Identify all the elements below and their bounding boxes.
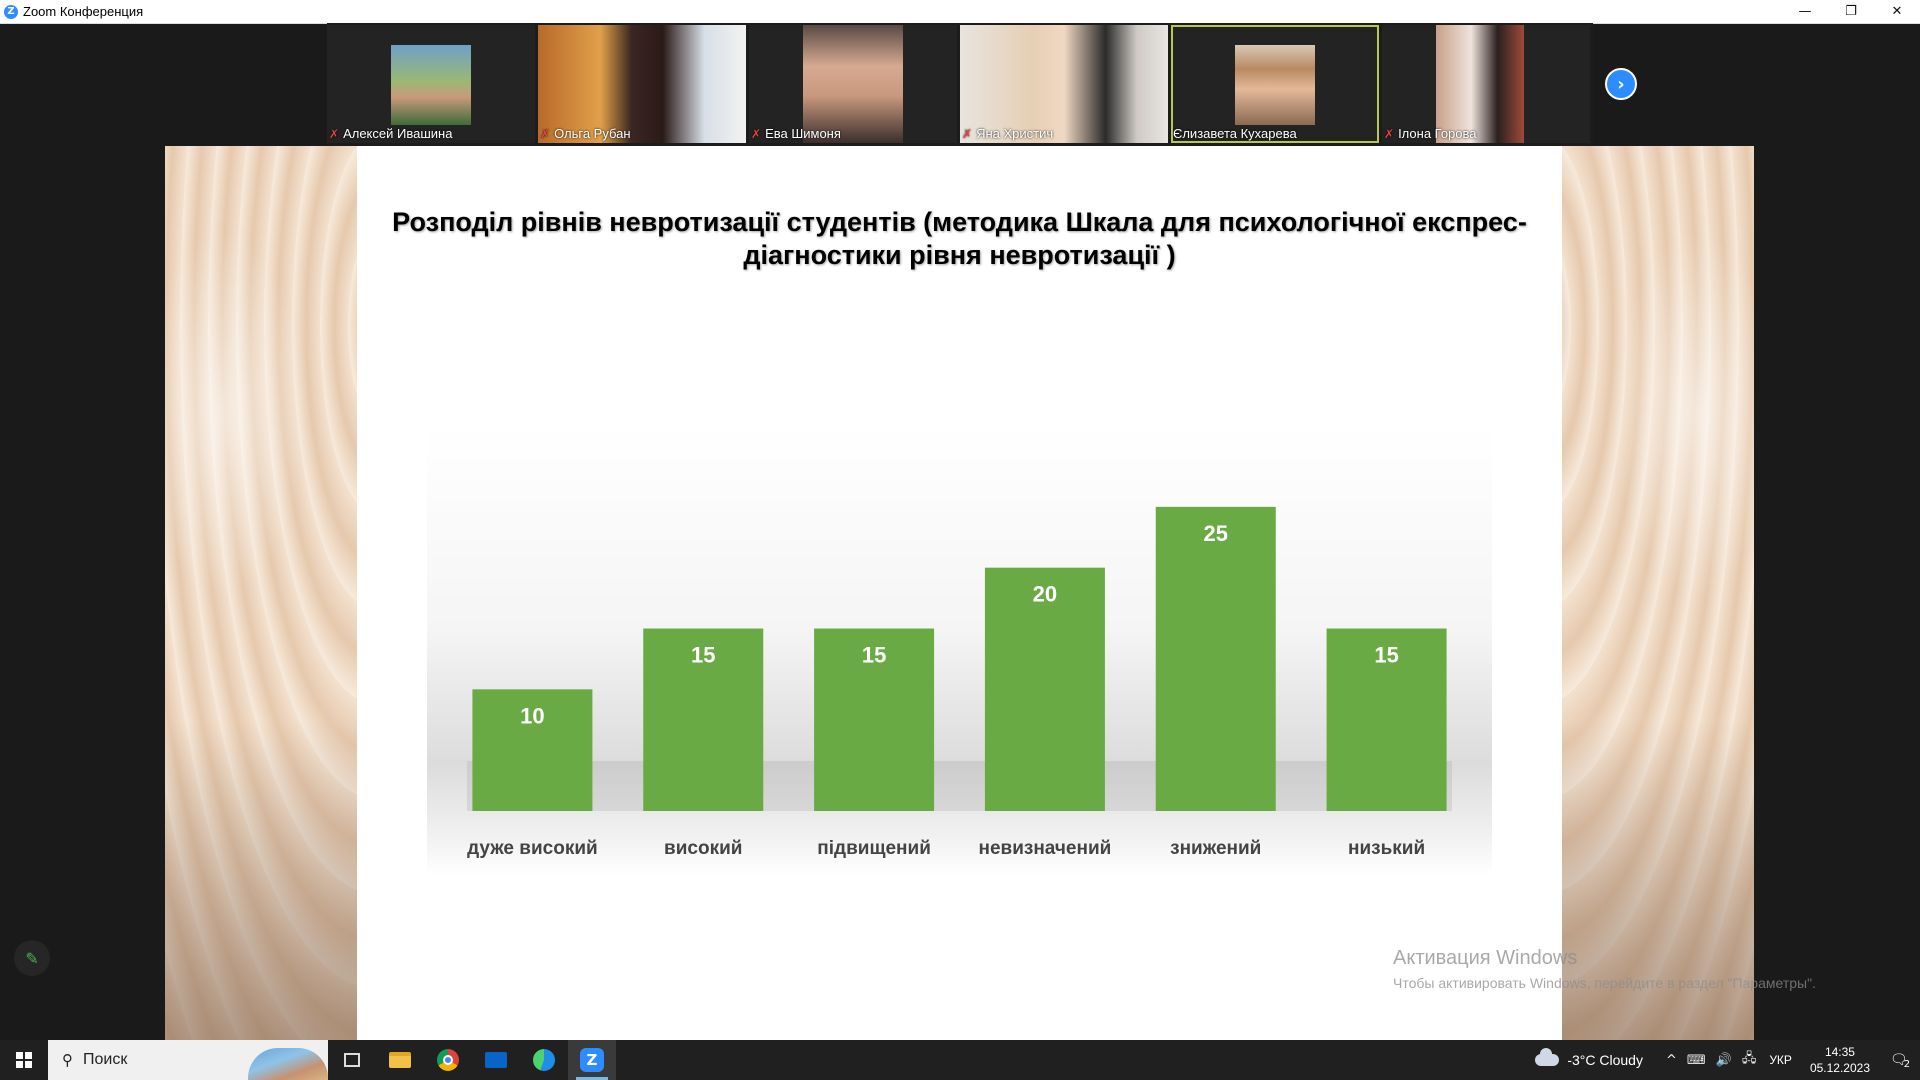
notifications-button[interactable]: 🗨 2 bbox=[1880, 1051, 1920, 1070]
participant-name-text: Ева Шимоня bbox=[765, 126, 841, 141]
participant-name: ✗ Яна Христич bbox=[962, 126, 1053, 141]
chrome-icon[interactable] bbox=[424, 1040, 472, 1080]
slide-background-dune-left bbox=[165, 146, 357, 1040]
participant-name: ✗ Алексей Ивашина bbox=[329, 126, 452, 141]
bar-value-label-3: 20 bbox=[1033, 582, 1057, 607]
restore-icon[interactable]: ❐ bbox=[1845, 4, 1857, 19]
volume-icon[interactable]: 🔊 bbox=[1715, 1052, 1732, 1068]
watermark-subtitle: Чтобы активировать Windows, перейдите в … bbox=[1393, 975, 1816, 991]
bar-value-label-5: 15 bbox=[1374, 643, 1398, 668]
participant-name: ✗ Ева Шимоня bbox=[751, 126, 841, 141]
keyboard-icon[interactable]: ⌨ bbox=[1686, 1052, 1706, 1068]
shared-screen-slide: Розподіл рівнів невротизації студентів (… bbox=[165, 146, 1754, 1040]
chevron-right-icon: › bbox=[1617, 73, 1625, 95]
bar-2 bbox=[814, 628, 935, 811]
slide-content: Розподіл рівнів невротизації студентів (… bbox=[357, 146, 1562, 1040]
participant-name-text: Ольга Рубан bbox=[554, 126, 631, 141]
bar-value-label-2: 15 bbox=[862, 643, 886, 668]
participant-tile[interactable]: ✗ Алексей Ивашина bbox=[327, 25, 535, 143]
bar-5 bbox=[1326, 628, 1447, 811]
participant-video bbox=[1436, 25, 1524, 143]
bar-0 bbox=[472, 689, 593, 811]
notification-icon: 🗨 bbox=[1889, 1052, 1908, 1068]
window-title-bar: Z Zoom Конференция — ❐ ✕ bbox=[0, 0, 1920, 24]
participant-name-text: Єлизавета Кухарева bbox=[1173, 126, 1297, 141]
clock-date: 05.12.2023 bbox=[1809, 1061, 1870, 1075]
participant-tile[interactable]: ✗ Ева Шимоня bbox=[749, 25, 957, 143]
watermark-title: Активация Windows bbox=[1393, 947, 1578, 969]
system-tray: -3°C Cloudy ^ ⌨ 🔊 🖧 УКР 14:35 05.12.2023… bbox=[1535, 1040, 1920, 1080]
bar-value-label-1: 15 bbox=[691, 643, 715, 668]
participant-video bbox=[391, 45, 471, 125]
input-language[interactable]: УКР bbox=[1769, 1053, 1792, 1067]
windows-taskbar: ⚲ Поиск Z -3°C Cloudy ^ ⌨ 🔊 🖧 УКР 14:35 … bbox=[0, 1040, 1920, 1080]
category-label-4: знижений bbox=[1170, 838, 1261, 859]
category-label-5: низький bbox=[1348, 838, 1425, 859]
bar-chart-svg: 10 дуже високий 15 високий 15 підвищений 20 нев… bbox=[467, 506, 1452, 859]
close-icon[interactable]: ✕ bbox=[1891, 4, 1903, 19]
mic-muted-icon: ✗ bbox=[751, 126, 762, 141]
category-label-3: невизначений bbox=[978, 838, 1111, 859]
participant-tile[interactable]: ✗ Ілона Горова bbox=[1382, 25, 1590, 143]
participant-video bbox=[803, 25, 903, 143]
windows-logo-icon bbox=[16, 1052, 32, 1068]
windows-activation-watermark: Активация Windows Чтобы активировать Win… bbox=[1393, 947, 1816, 991]
participant-tile[interactable]: ✗ Яна Христич bbox=[960, 25, 1168, 143]
category-label-0: дуже високий bbox=[467, 838, 598, 859]
clock[interactable]: 14:35 05.12.2023 bbox=[1810, 1044, 1870, 1076]
window-controls: — ❐ ✕ bbox=[1782, 0, 1920, 23]
participant-video bbox=[1235, 45, 1315, 125]
bar-1 bbox=[643, 628, 764, 811]
weather-text: -3°C Cloudy bbox=[1567, 1052, 1643, 1068]
search-icon: ⚲ bbox=[62, 1051, 73, 1069]
participant-name: ✗ Ілона Горова bbox=[1384, 126, 1477, 141]
clock-time: 14:35 bbox=[1824, 1045, 1855, 1059]
participant-tile-active-speaker[interactable]: Єлизавета Кухарева bbox=[1171, 25, 1379, 143]
search-placeholder: Поиск bbox=[83, 1051, 128, 1068]
edge-icon[interactable] bbox=[520, 1040, 568, 1080]
participant-tile[interactable]: ✗ Ольга Рубан bbox=[538, 25, 746, 143]
bar-4 bbox=[1155, 506, 1276, 811]
participant-name-text: Алексей Ивашина bbox=[343, 126, 453, 141]
zoom-taskbar-icon[interactable]: Z bbox=[568, 1040, 616, 1080]
participant-name: ✗ Ольга Рубан bbox=[540, 126, 631, 141]
category-label-2: підвищений bbox=[817, 838, 931, 859]
bar-3 bbox=[984, 567, 1105, 811]
pencil-icon: ✎ bbox=[25, 948, 39, 968]
mic-muted-icon: ✗ bbox=[962, 126, 973, 141]
cloud-icon bbox=[1535, 1048, 1560, 1066]
start-button[interactable] bbox=[0, 1040, 48, 1080]
chevron-up-icon[interactable]: ^ bbox=[1665, 1052, 1677, 1068]
participants-strip: ✗ Алексей Ивашина ✗ Ольга Рубан ✗ Ева Ши… bbox=[327, 23, 1593, 146]
window-title: Zoom Конференция bbox=[23, 4, 144, 19]
category-label-1: високий bbox=[664, 838, 742, 859]
bar-value-label-4: 25 bbox=[1204, 521, 1228, 546]
file-explorer-icon[interactable] bbox=[376, 1040, 424, 1080]
mic-muted-icon: ✗ bbox=[1384, 126, 1395, 141]
mic-muted-icon: ✗ bbox=[540, 126, 551, 141]
mic-muted-icon: ✗ bbox=[329, 126, 340, 141]
zoom-app-icon: Z bbox=[4, 4, 18, 19]
bar-value-label-0: 10 bbox=[520, 703, 544, 728]
participant-name: Єлизавета Кухарева bbox=[1173, 126, 1297, 141]
next-participants-button[interactable]: › bbox=[1605, 68, 1637, 100]
chart-floor-shadow bbox=[467, 761, 1452, 811]
notification-count: 2 bbox=[1903, 1058, 1911, 1070]
taskbar-search[interactable]: ⚲ Поиск bbox=[48, 1040, 328, 1080]
mail-icon[interactable] bbox=[472, 1040, 520, 1080]
participant-video bbox=[960, 25, 1168, 143]
slide-title: Розподіл рівнів невротизації студентів (… bbox=[392, 207, 1527, 270]
slide-background-dune-right bbox=[1562, 146, 1754, 1040]
task-view-icon[interactable] bbox=[328, 1040, 376, 1080]
weather-widget[interactable]: -3°C Cloudy bbox=[1535, 1048, 1643, 1068]
network-icon[interactable]: 🖧 bbox=[1741, 1051, 1757, 1066]
minimize-icon[interactable]: — bbox=[1798, 4, 1812, 19]
participant-video bbox=[538, 25, 746, 143]
search-highlight-image bbox=[248, 1048, 328, 1080]
participant-name-text: Ілона Горова bbox=[1398, 126, 1477, 141]
participant-name-text: Яна Христич bbox=[976, 126, 1054, 141]
bar-chart: 10 дуже високий 15 високий 15 підвищений 20 нев… bbox=[427, 426, 1492, 876]
annotate-pen-button[interactable]: ✎ bbox=[14, 940, 50, 976]
